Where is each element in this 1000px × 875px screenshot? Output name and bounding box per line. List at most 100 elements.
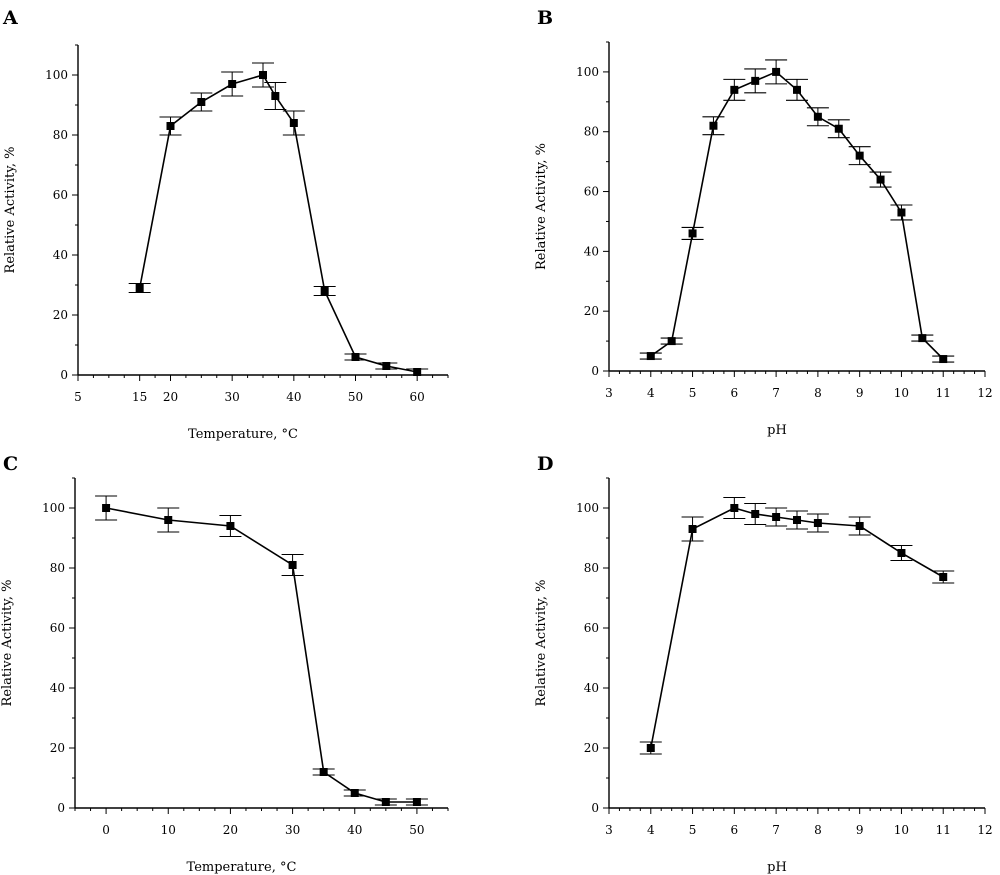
panel-a: A 0 20 40 60 80 100 5 15 20 30 40 50 60 Temperature, °… bbox=[2, 7, 449, 442]
panel-c: C 0 20 40 60 80 100 0 10 20 30 40 50 Temperature, °C R… bbox=[0, 453, 449, 875]
y-tick-label: 60 bbox=[53, 188, 68, 202]
data-point bbox=[730, 504, 739, 512]
data-point bbox=[772, 67, 781, 76]
y-axis-title: Relative Activity, % bbox=[534, 580, 549, 707]
data-point bbox=[646, 352, 655, 361]
x-tick-label: 5 bbox=[74, 390, 82, 404]
data-point bbox=[876, 175, 885, 184]
y-tick-label: 20 bbox=[584, 741, 599, 755]
y-tick-label: 20 bbox=[50, 741, 65, 755]
x-axis-title: pH bbox=[767, 860, 787, 875]
x-tick-label: 4 bbox=[647, 823, 655, 837]
x-tick-label: 10 bbox=[161, 823, 176, 837]
panel-letter: C bbox=[3, 453, 18, 475]
x-tick-label: 11 bbox=[936, 823, 951, 837]
x-tick-label: 3 bbox=[605, 823, 613, 837]
x-tick-label: 6 bbox=[731, 823, 739, 837]
x-tick-label: 20 bbox=[223, 823, 238, 837]
data-point bbox=[751, 510, 760, 518]
data-point bbox=[166, 122, 175, 130]
data-point bbox=[381, 798, 390, 806]
x-tick-label: 7 bbox=[772, 386, 780, 400]
x-tick-label: 5 bbox=[689, 823, 697, 837]
y-tick-label: 80 bbox=[53, 128, 68, 142]
x-tick-label: 20 bbox=[163, 390, 178, 404]
y-tick-label: 60 bbox=[584, 621, 599, 635]
x-tick-label: 40 bbox=[347, 823, 362, 837]
x-tick-label: 10 bbox=[894, 386, 909, 400]
x-tick-label: 30 bbox=[225, 390, 240, 404]
x-tick-label: 8 bbox=[814, 386, 822, 400]
data-point bbox=[793, 85, 801, 94]
data-point bbox=[646, 744, 655, 752]
data-point bbox=[288, 561, 297, 569]
data-point bbox=[382, 362, 391, 370]
data-point bbox=[259, 71, 267, 79]
x-tick-label: 9 bbox=[856, 386, 864, 400]
x-axis-title: pH bbox=[767, 423, 787, 438]
data-point bbox=[918, 334, 927, 343]
x-tick-label: 11 bbox=[936, 386, 951, 400]
series-line bbox=[138, 74, 418, 373]
data-point bbox=[855, 522, 864, 530]
y-tick-label: 80 bbox=[50, 561, 65, 575]
y-tick-label: 0 bbox=[60, 368, 68, 382]
y-tick-label: 40 bbox=[53, 248, 68, 262]
y-tick-label: 100 bbox=[45, 68, 68, 82]
x-tick-label: 3 bbox=[605, 386, 613, 400]
panel-d: D 0 20 40 60 80 100 3 4 5 6 7 8 9 10 11 12 pH Relative Act… bbox=[534, 453, 993, 875]
x-tick-label: 4 bbox=[647, 386, 655, 400]
data-point bbox=[667, 337, 676, 346]
data-point bbox=[709, 121, 718, 130]
panel-b: B 0 20 40 60 80 100 3 4 5 6 7 8 9 10 11 12 pH Relative Act… bbox=[534, 7, 993, 438]
data-point bbox=[834, 124, 843, 133]
data-point bbox=[751, 76, 760, 85]
data-point bbox=[135, 284, 144, 292]
y-tick-label: 100 bbox=[42, 501, 65, 515]
data-point bbox=[350, 789, 359, 797]
y-tick-label: 80 bbox=[584, 125, 599, 139]
data-point bbox=[351, 353, 360, 361]
data-point bbox=[813, 112, 822, 121]
x-tick-label: 6 bbox=[731, 386, 739, 400]
data-point bbox=[228, 80, 237, 88]
y-tick-label: 60 bbox=[584, 185, 599, 199]
x-tick-label: 8 bbox=[814, 823, 822, 837]
y-axis-title: Relative Activity, % bbox=[3, 147, 18, 274]
series-line bbox=[650, 507, 944, 749]
x-tick-label: 7 bbox=[772, 823, 780, 837]
data-point bbox=[855, 151, 864, 160]
data-point bbox=[102, 504, 111, 512]
data-point bbox=[897, 208, 906, 217]
y-tick-label: 40 bbox=[584, 681, 599, 695]
y-tick-label: 100 bbox=[576, 501, 599, 515]
data-point bbox=[730, 85, 739, 94]
data-point bbox=[413, 368, 422, 376]
y-tick-label: 40 bbox=[584, 244, 599, 258]
data-point bbox=[688, 525, 697, 533]
x-tick-label: 5 bbox=[689, 386, 697, 400]
series-line bbox=[105, 507, 417, 803]
panel-letter: D bbox=[537, 453, 553, 475]
data-point bbox=[939, 573, 948, 581]
y-tick-label: 0 bbox=[591, 364, 599, 378]
data-point bbox=[897, 549, 906, 557]
data-point bbox=[939, 355, 948, 364]
data-point bbox=[197, 98, 206, 106]
data-point bbox=[688, 229, 697, 238]
x-tick-label: 0 bbox=[102, 823, 110, 837]
data-point bbox=[320, 287, 329, 295]
x-tick-label: 9 bbox=[856, 823, 864, 837]
x-axis-title: Temperature, °C bbox=[188, 427, 298, 442]
data-point bbox=[289, 119, 298, 127]
x-tick-label: 50 bbox=[409, 823, 424, 837]
data-point bbox=[226, 522, 235, 530]
data-point bbox=[164, 516, 173, 524]
y-tick-label: 60 bbox=[50, 621, 65, 635]
y-tick-label: 20 bbox=[584, 304, 599, 318]
x-tick-label: 50 bbox=[348, 390, 363, 404]
y-axis-title: Relative Activity, % bbox=[0, 580, 15, 707]
y-tick-label: 100 bbox=[576, 65, 599, 79]
data-point bbox=[793, 516, 801, 524]
